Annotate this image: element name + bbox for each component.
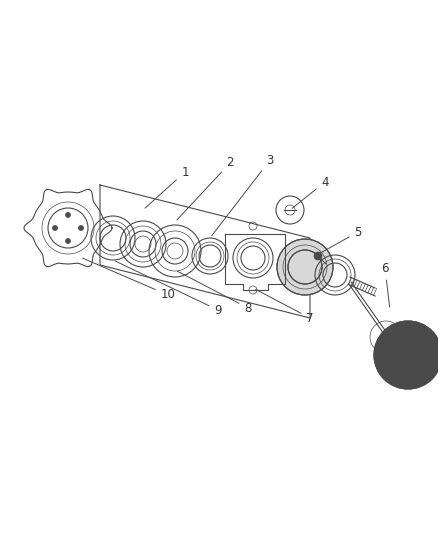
Circle shape (383, 366, 391, 374)
Circle shape (412, 326, 420, 334)
Circle shape (430, 351, 438, 359)
Text: 8: 8 (177, 271, 252, 314)
Circle shape (66, 213, 71, 217)
Circle shape (314, 252, 322, 260)
Text: 3: 3 (212, 154, 274, 236)
Circle shape (374, 321, 438, 389)
Text: 6: 6 (381, 262, 390, 307)
Text: 10: 10 (82, 258, 176, 302)
Circle shape (383, 336, 391, 344)
Circle shape (53, 225, 57, 230)
Text: 7: 7 (255, 289, 314, 325)
Circle shape (278, 240, 332, 294)
Text: 4: 4 (292, 175, 329, 208)
Text: 5: 5 (318, 225, 362, 255)
Circle shape (412, 376, 420, 384)
Text: 2: 2 (177, 157, 234, 220)
Circle shape (66, 238, 71, 244)
Text: 9: 9 (116, 261, 222, 317)
Circle shape (78, 225, 84, 230)
Text: 1: 1 (145, 166, 189, 208)
